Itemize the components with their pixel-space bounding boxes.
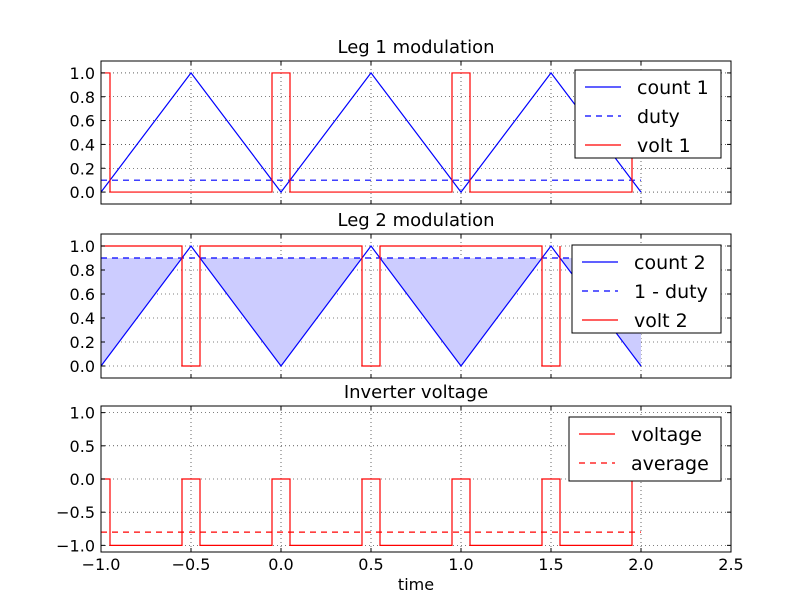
axes-frame bbox=[100, 233, 732, 379]
axes-frame bbox=[100, 60, 732, 205]
y-tick-label: 0.8 bbox=[70, 261, 95, 280]
y-tick-label: 1.0 bbox=[70, 404, 95, 423]
x-tick-label: −0.5 bbox=[172, 555, 211, 574]
chart-title: Leg 2 modulation bbox=[338, 210, 495, 231]
y-tick-label: 0.4 bbox=[70, 309, 95, 328]
y-tick-label: −0.5 bbox=[56, 503, 95, 522]
series-volt-2 bbox=[101, 245, 561, 367]
x-tick-label: 0.0 bbox=[268, 555, 293, 574]
legend-label: duty bbox=[637, 106, 680, 128]
legend-box bbox=[571, 244, 722, 334]
y-tick-label: 0.2 bbox=[70, 333, 95, 352]
legend-label: 1 - duty bbox=[634, 281, 708, 303]
x-tick-label: 2.5 bbox=[718, 555, 743, 574]
chart-title: Leg 1 modulation bbox=[338, 37, 495, 58]
x-axis-label: time bbox=[398, 575, 434, 594]
y-tick-label: 0.5 bbox=[70, 437, 95, 456]
legend-label: count 2 bbox=[634, 252, 706, 274]
series-count-2 bbox=[101, 245, 642, 367]
x-tick-label: 1.5 bbox=[538, 555, 563, 574]
x-tick-label: 1.0 bbox=[448, 555, 473, 574]
legend-label: average bbox=[631, 453, 709, 475]
y-tick-label: 1.0 bbox=[70, 237, 95, 256]
legend: count 2 1 - duty volt 2 bbox=[571, 244, 722, 334]
series-voltage bbox=[101, 478, 633, 546]
series-count-1 bbox=[101, 71, 642, 194]
y-tick-label: 0.0 bbox=[70, 470, 95, 489]
legend: count 1 duty volt 1 bbox=[574, 69, 722, 159]
x-tick-label: −1.0 bbox=[82, 555, 121, 574]
legend: voltage average bbox=[568, 416, 722, 482]
subplot-2: 1.0 0.8 0.6 0.4 0.2 0.0 Leg 2 modulation count … bbox=[70, 210, 732, 379]
y-tick-label: 0.0 bbox=[70, 183, 95, 202]
legend-box bbox=[574, 69, 722, 159]
legend-label: volt 2 bbox=[634, 310, 688, 332]
legend-box bbox=[568, 416, 722, 482]
legend-label: volt 1 bbox=[637, 135, 691, 157]
y-tick-label: 0.6 bbox=[70, 112, 95, 131]
y-tick-label: 1.0 bbox=[70, 64, 95, 83]
x-tick-label: 0.5 bbox=[358, 555, 383, 574]
y-tick-label: 0.0 bbox=[70, 357, 95, 376]
x-tick-label: 2.0 bbox=[628, 555, 653, 574]
legend-label: voltage bbox=[631, 424, 702, 446]
y-tick-label: 0.2 bbox=[70, 159, 95, 178]
y-tick-label: 0.6 bbox=[70, 285, 95, 304]
chart-title: Inverter voltage bbox=[344, 382, 488, 403]
series-volt-1 bbox=[101, 72, 633, 193]
subplot-3: 1.0 0.5 0.0 −0.5 −1.0−1.0 −0.5 0.0 0.5 1.0 1.5 2.0… bbox=[56, 382, 744, 594]
legend-label: count 1 bbox=[637, 77, 709, 99]
y-tick-label: 0.8 bbox=[70, 88, 95, 107]
y-tick-label: 0.4 bbox=[70, 135, 95, 154]
subplot-1: 1.0 0.8 0.6 0.4 0.2 0.0 Leg 1 modulation count … bbox=[70, 37, 732, 205]
y-tick-label: −1.0 bbox=[56, 536, 95, 555]
